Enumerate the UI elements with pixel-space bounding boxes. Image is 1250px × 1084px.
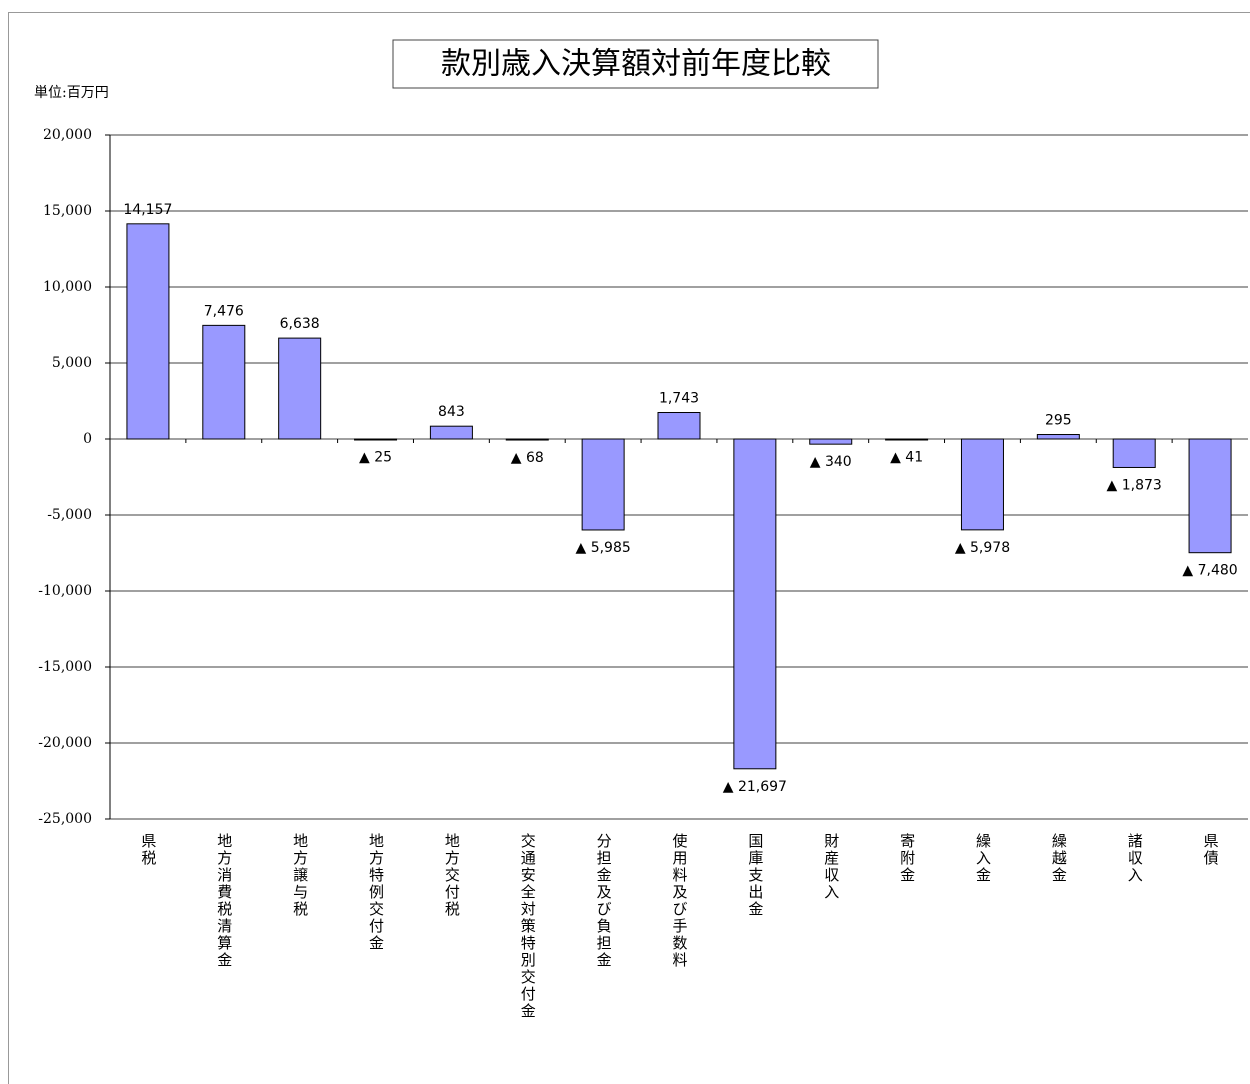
bar [960,438,1004,531]
y-tick-label: 0 [83,431,92,447]
y-tick-label: 20,000 [43,127,92,143]
value-label: ▲ 21,697 [723,779,787,795]
y-tick-label: 15,000 [43,203,92,219]
bar [278,337,322,440]
value-label: 843 [438,404,465,420]
title-box [392,39,879,89]
y-tick-label: -25,000 [38,811,92,827]
bar [505,438,549,441]
value-label: ▲ 68 [511,450,544,466]
value-label: ▲ 5,985 [575,540,630,556]
bar [885,438,929,441]
unit-label: 単位:百万円 [34,85,109,101]
y-tick-label: -5,000 [47,507,92,523]
value-label: ▲ 1,873 [1107,477,1162,493]
x-tick-label: 地方交付税 [443,833,461,918]
x-tick-label: 県税 [139,833,157,867]
bar [202,324,246,440]
y-tick-label: -10,000 [38,583,92,599]
value-label: 295 [1045,413,1072,429]
y-tick-label: -15,000 [38,659,92,675]
x-tick-label: 財産収入 [822,833,840,901]
x-tick-label: 諸収入 [1126,833,1144,884]
x-tick-label: 交通安全対策特別交付金 [519,832,537,1020]
chart-frame [8,12,1250,1084]
bar [1188,438,1232,554]
value-label: ▲ 7,480 [1182,563,1237,579]
bar [1036,434,1080,440]
value-label: ▲ 340 [810,454,852,470]
y-tick-label: 5,000 [52,355,92,371]
x-tick-label: 県債 [1202,833,1220,867]
bar [429,425,473,440]
value-label: ▲ 25 [359,449,392,465]
bar [733,438,777,770]
x-tick-label: 繰越金 [1050,833,1068,884]
bar [354,438,398,441]
x-tick-label: 使用料及び手数料 [671,833,689,969]
x-tick-label: 国庫支出金 [746,833,764,918]
y-tick-label: 10,000 [43,279,92,295]
bar [1112,438,1156,468]
value-label: ▲ 5,978 [955,540,1010,556]
bar [809,438,853,445]
value-label: ▲ 41 [890,450,923,466]
chart-title: 款別歳入決算額対前年度比較 [441,47,831,82]
bar [581,438,625,531]
value-label: 6,638 [280,316,320,332]
value-label: 1,743 [659,391,699,407]
x-tick-label: 地方特例交付金 [367,833,385,952]
value-label: 7,476 [204,303,244,319]
x-tick-label: 地方譲与税 [291,833,309,918]
bar [126,223,170,440]
value-label: 14,157 [123,202,172,218]
x-tick-label: 分担金及び負担金 [595,833,613,969]
y-tick-label: -20,000 [38,735,92,751]
x-tick-label: 繰入金 [974,833,992,884]
bar [657,412,701,440]
x-tick-label: 地方消費税清算金 [215,833,233,969]
x-tick-label: 寄附金 [898,832,916,884]
